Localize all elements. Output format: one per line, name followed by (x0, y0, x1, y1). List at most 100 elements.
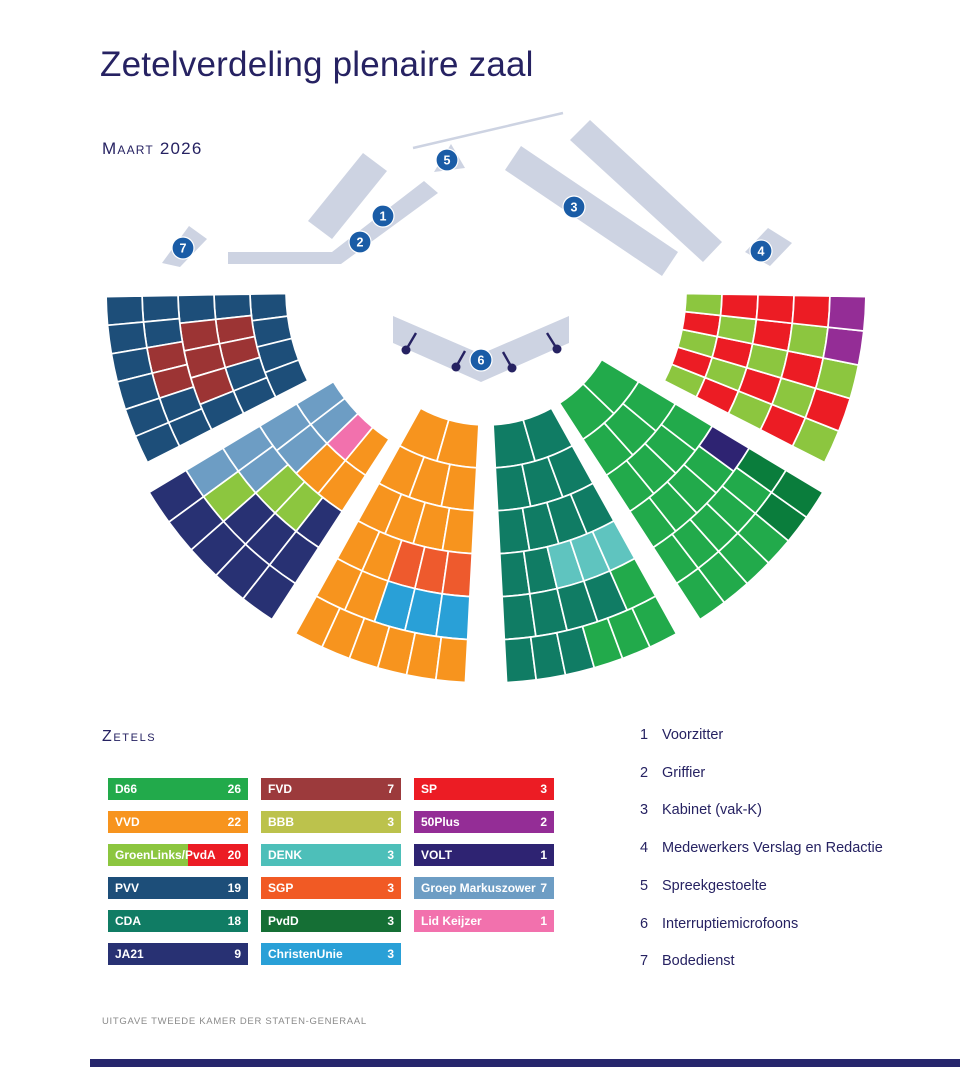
location-number: 5 (640, 877, 649, 894)
legend-seat-count: 22 (227, 815, 241, 829)
legend-seat-count: 18 (227, 914, 241, 928)
legend-party-name: CDA (115, 914, 141, 928)
marker-number-4: 4 (758, 245, 765, 259)
seat-sgp (441, 550, 474, 598)
location-label: Interruptiemicrofoons (662, 915, 799, 932)
legend-party-name: SP (421, 782, 438, 796)
legend-item-fvd: FVD 7 (261, 778, 401, 800)
microphone-icon-3 (507, 363, 517, 373)
seat-d66 (630, 594, 678, 649)
legend-item-cda: CDA 18 (108, 910, 248, 932)
seat-p50 (822, 326, 865, 367)
legend-party-name: 50Plus (421, 815, 460, 829)
legend-seat-count: 3 (387, 881, 394, 895)
legend-party-name: PVV (115, 881, 140, 895)
microphone-icon-2 (451, 362, 461, 372)
legend-seat-count: 20 (227, 848, 241, 862)
legend-seat-count: 3 (387, 914, 394, 928)
seat-pvv (177, 293, 217, 325)
seat-vvd (434, 636, 469, 684)
legend-party-name: Lid Keijzer (421, 914, 482, 928)
legend-party-name: GroenLinks/PvdA (115, 848, 216, 862)
marker-number-6: 6 (478, 354, 485, 368)
location-label: Bodedienst (662, 953, 735, 970)
footer-bar (90, 1059, 960, 1067)
marker-number-7: 7 (180, 242, 187, 256)
legend-seat-count: 7 (387, 782, 394, 796)
date-label: Maart 2026 (102, 139, 203, 158)
legend-item-pvdd: PvdD 3 (261, 910, 401, 932)
location-number: 4 (640, 840, 649, 857)
location-label: Kabinet (vak-K) (662, 802, 762, 819)
seat-pvv (134, 421, 181, 464)
location-label: Medewerkers Verslag en Redactie (662, 840, 883, 857)
legend-item-keijzer: Lid Keijzer 1 (414, 910, 554, 932)
legend-seat-count: 3 (540, 782, 547, 796)
rostrum-strip-left (308, 153, 387, 239)
marker-badge-6 (469, 348, 493, 372)
seats-heading: Zetels (102, 728, 157, 745)
seat-sp (719, 293, 759, 321)
microphone-icon-1 (401, 345, 411, 355)
legend-item-denk: DENK 3 (261, 844, 401, 866)
legend-seat-count: 1 (540, 848, 547, 862)
legend-item-cu: ChristenUnie 3 (261, 943, 401, 965)
location-number: 7 (640, 953, 649, 970)
legend-item-bbb: BBB 3 (261, 811, 401, 833)
marker-badge-5 (435, 148, 459, 172)
location-number: 3 (640, 802, 649, 819)
seat-ja21 (241, 563, 297, 621)
seat-cu (435, 592, 471, 641)
location-label: Griffier (662, 764, 706, 781)
legend-seat-count: 7 (540, 881, 547, 895)
legend-party-name: DENK (268, 848, 303, 862)
legend-seat-count: 9 (234, 947, 241, 961)
wedge-d66 (558, 358, 825, 621)
marker-badge-7 (171, 236, 195, 260)
wedge-ja21-markuszower (147, 380, 391, 621)
legend-seat-count: 1 (540, 914, 547, 928)
legend-party-name: PvdD (268, 914, 299, 928)
legend-item-sp: SP 3 (414, 778, 554, 800)
marker-number-2: 2 (357, 236, 364, 250)
wedge-glpvda-sp-50plus (663, 292, 867, 464)
legend-item-pvv: PVV 19 (108, 877, 248, 899)
seat-sp (791, 294, 831, 329)
griffier-bench (228, 181, 438, 264)
legend-party-name: FVD (268, 782, 292, 796)
legend-item-sgp: SGP 3 (261, 877, 401, 899)
location-label: Spreekgestoelte (662, 877, 767, 894)
kabinet-bench-front (505, 146, 678, 276)
marker-number-1: 1 (380, 210, 387, 224)
wedge-vvd (294, 406, 480, 684)
location-number: 1 (640, 727, 649, 743)
marker-badge-3 (562, 195, 586, 219)
marker-badge-1 (371, 204, 395, 228)
spreekgestoelte-rail (412, 111, 564, 150)
legend-party-name: VVD (115, 815, 140, 829)
legend-seat-count: 3 (387, 947, 394, 961)
seats-legend: D66 26 VVD 22 GroenLinks/PvdA 20 PVV 19 CDA 18 JA2… (108, 778, 568, 978)
seat-pvv (141, 294, 181, 323)
location-number: 2 (640, 764, 649, 781)
seat-pvdd (770, 469, 825, 519)
legend-item-gm: Groep Markuszower 7 (414, 877, 554, 899)
legend-seat-count: 3 (387, 848, 394, 862)
legend-item-d66: D66 26 (108, 778, 248, 800)
legend-party-name: JA21 (115, 947, 144, 961)
marker-number-3: 3 (571, 201, 578, 215)
wedge-pvv-fvd (105, 292, 309, 464)
seat-sp (755, 293, 795, 325)
marker-badge-2 (348, 230, 372, 254)
plenary-hall-diagram: 1 2 3 4 5 6 7 (105, 111, 867, 684)
legend-seat-count: 19 (227, 881, 241, 895)
page-title: Zetelverdeling plenaire zaal (100, 45, 534, 85)
legend-seat-count: 26 (227, 782, 241, 796)
location-label: Voorzitter (662, 727, 724, 743)
legend-party-name: SGP (268, 881, 294, 895)
seat-pvv (105, 295, 145, 327)
legend-party-name: VOLT (421, 848, 453, 862)
seat-gl_g (683, 292, 723, 317)
legend-seat-count: 3 (387, 815, 394, 829)
kabinet-bench-back (570, 120, 722, 262)
